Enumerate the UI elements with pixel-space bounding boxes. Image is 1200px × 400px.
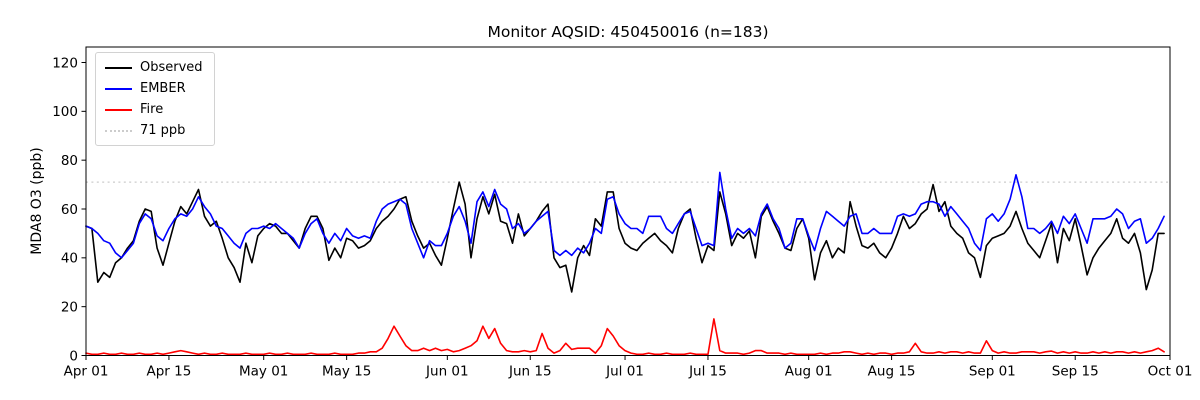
x-tick-label: Jul 01 xyxy=(605,364,644,380)
series-line-observed xyxy=(85,181,1165,293)
y-tick-label: 80 xyxy=(61,153,78,169)
x-tick-label: Apr 15 xyxy=(147,364,192,380)
x-tick-label: Sep 01 xyxy=(969,364,1016,380)
legend-line-swatch xyxy=(105,129,132,132)
legend-item-ember: EMBER xyxy=(105,80,203,97)
x-tick-label: Jun 15 xyxy=(508,364,552,380)
x-tick-label: Apr 01 xyxy=(64,364,109,380)
y-tick-label: 60 xyxy=(61,202,78,218)
x-tick-label: Oct 01 xyxy=(1148,364,1193,380)
x-tick-label: Jul 15 xyxy=(688,364,727,380)
x-tick-label: Sep 15 xyxy=(1052,364,1099,380)
legend-label: 71 ppb xyxy=(140,123,186,138)
x-tick-label: May 01 xyxy=(239,364,288,380)
legend-item-71-ppb: 71 ppb xyxy=(105,122,203,139)
legend-line-swatch xyxy=(105,87,132,90)
legend: Observed EMBER Fire 71 ppb xyxy=(95,52,215,146)
y-tick-label: 0 xyxy=(69,348,78,364)
legend-item-fire: Fire xyxy=(105,101,203,118)
axes-frame xyxy=(85,46,1171,356)
y-tick-label: 100 xyxy=(52,104,78,120)
legend-label: EMBER xyxy=(140,81,186,96)
x-tick-label: Aug 15 xyxy=(868,364,916,380)
legend-label: Fire xyxy=(140,102,164,117)
series-line-ember xyxy=(85,171,1165,259)
y-axis-label: MDA8 O3 (ppb) xyxy=(29,147,45,255)
x-tick-label: Jun 01 xyxy=(425,364,469,380)
legend-label: Observed xyxy=(140,60,203,75)
x-tick-label: May 15 xyxy=(322,364,371,380)
legend-item-observed: Observed xyxy=(105,59,203,76)
x-tick-label: Aug 01 xyxy=(785,364,833,380)
series-line-fire xyxy=(85,318,1165,356)
plot-area: 0 20 40 60 80 100 120 Apr 01 Apr 15 May 01 May 15 J… xyxy=(52,46,1193,380)
legend-line-swatch xyxy=(105,66,132,69)
y-tick-label: 120 xyxy=(52,55,78,71)
legend-line-swatch xyxy=(105,108,132,111)
chart-title: Monitor AQSID: 450450016 (n=183) xyxy=(487,23,768,41)
y-tick-label: 40 xyxy=(61,251,78,267)
y-tick-label: 20 xyxy=(61,299,78,315)
